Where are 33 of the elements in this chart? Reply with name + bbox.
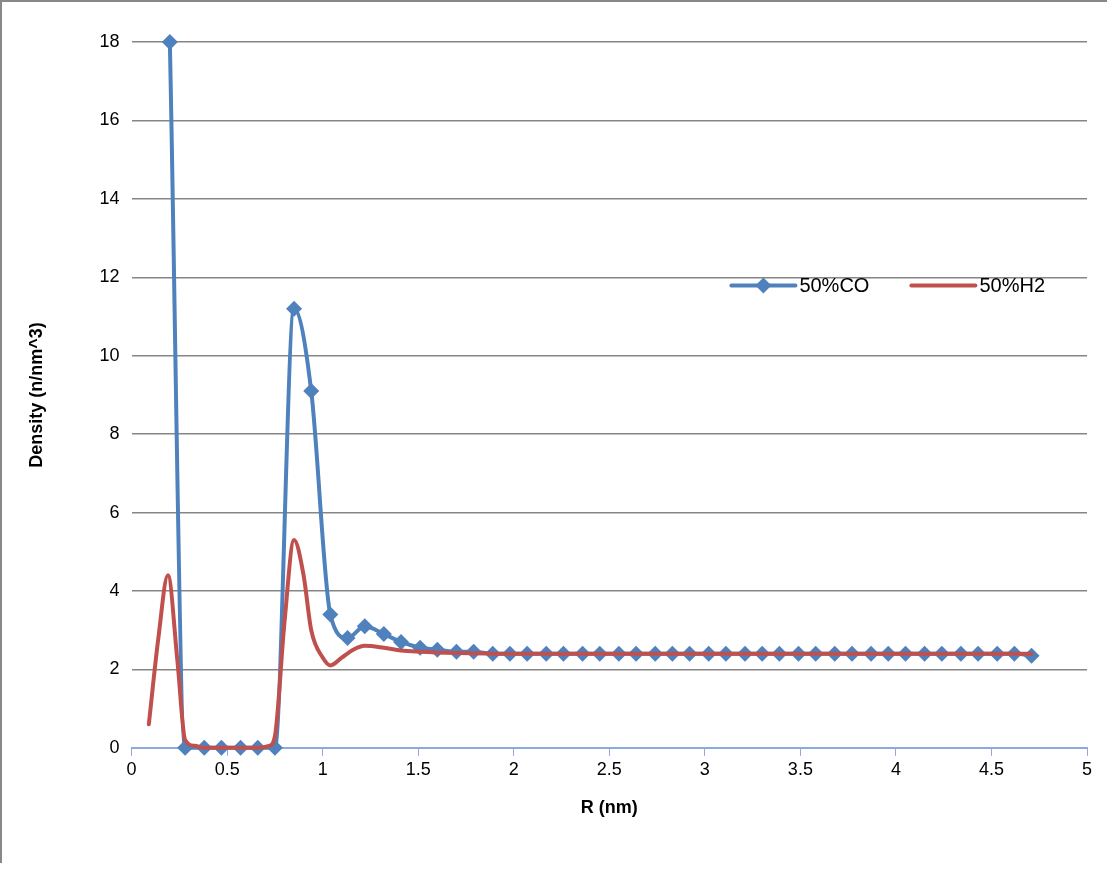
- y-axis-title: Density (n/nm^3): [25, 322, 46, 468]
- x-tick-label: 1.5: [405, 758, 431, 779]
- x-tick-label: 2.5: [596, 758, 622, 779]
- x-tick-label: 1: [317, 758, 328, 779]
- x-tick-label: 3: [699, 758, 710, 779]
- y-tick-label: 0: [109, 736, 120, 757]
- legend-label: 50%CO: [799, 274, 870, 297]
- y-tick-label: 18: [99, 30, 120, 51]
- point: [339, 630, 356, 647]
- x-tick-label: 2: [508, 758, 519, 779]
- x-tick-label: 0.5: [214, 758, 240, 779]
- point: [393, 633, 410, 650]
- x-tick-label: 4: [890, 758, 901, 779]
- x-tick-label: 4.5: [978, 758, 1004, 779]
- x-axis-title: R (nm): [580, 797, 638, 818]
- y-tick-label: 12: [99, 266, 120, 287]
- x-tick-label: 5: [1081, 758, 1093, 779]
- point: [356, 618, 373, 635]
- y-tick-label: 10: [99, 344, 120, 365]
- x-tick-label: 3.5: [787, 758, 813, 779]
- point: [303, 382, 320, 399]
- y-tick-label: 16: [99, 109, 120, 130]
- y-tick-label: 4: [109, 579, 120, 600]
- y-tick-label: 6: [109, 501, 120, 522]
- y-tick-label: 14: [99, 187, 120, 208]
- x-tick-label: 0: [126, 758, 137, 779]
- point: [375, 626, 392, 643]
- y-tick-label: 8: [109, 423, 120, 444]
- legend-label: 50%H2: [979, 274, 1046, 297]
- point: [322, 606, 339, 623]
- point: [286, 300, 303, 317]
- y-tick-label: 2: [109, 658, 120, 679]
- point: [161, 34, 178, 50]
